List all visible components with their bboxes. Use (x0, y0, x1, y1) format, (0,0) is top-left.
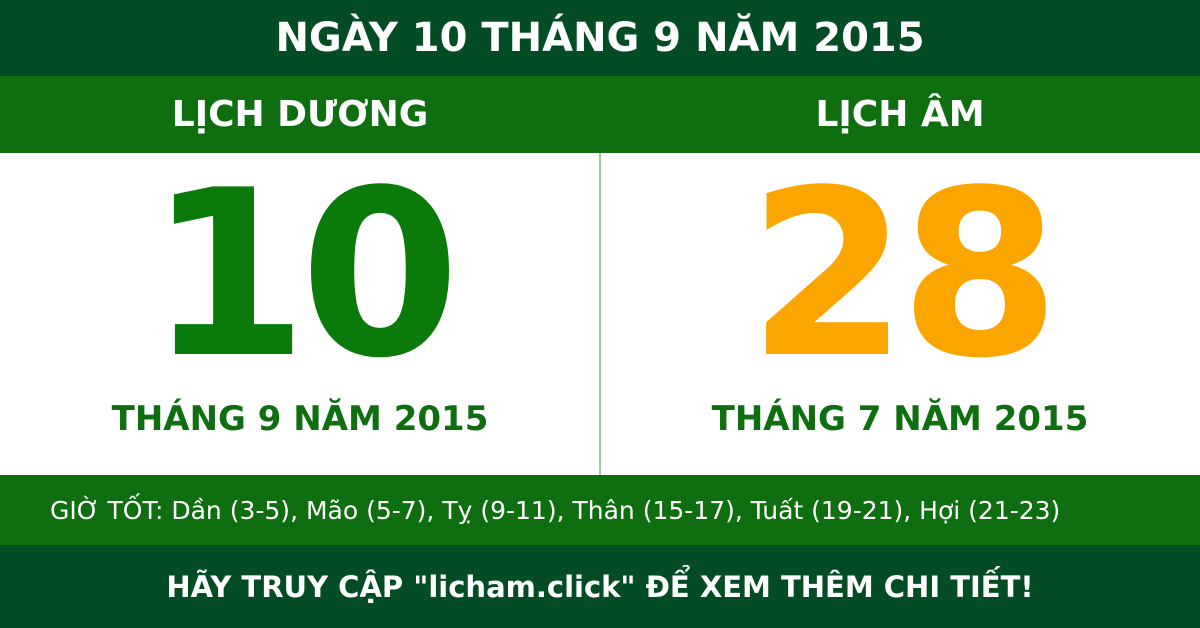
footer: HÃY TRUY CẬP "licham.click" ĐỂ XEM THÊM … (0, 545, 1200, 628)
solar-day: 10 (147, 142, 460, 409)
divider (599, 153, 601, 475)
solar-month-year: THÁNG 9 NĂM 2015 (111, 399, 489, 439)
solar-label: LỊCH DƯƠNG (171, 94, 429, 135)
solar-panel: 10 THÁNG 9 NĂM 2015 (0, 153, 600, 475)
good-hours: GIỜ TỐT: Dần (3-5), Mão (5-7), Tỵ (9-11)… (0, 475, 1200, 545)
label-row: LỊCH DƯƠNG LỊCH ÂM (0, 76, 1200, 153)
lunar-month-year: THÁNG 7 NĂM 2015 (711, 399, 1089, 439)
lunar-day: 28 (747, 142, 1060, 409)
lunar-label: LỊCH ÂM (815, 94, 985, 135)
title: NGÀY 10 THÁNG 9 NĂM 2015 (0, 0, 1200, 76)
lunar-panel: 28 THÁNG 7 NĂM 2015 (600, 153, 1200, 475)
